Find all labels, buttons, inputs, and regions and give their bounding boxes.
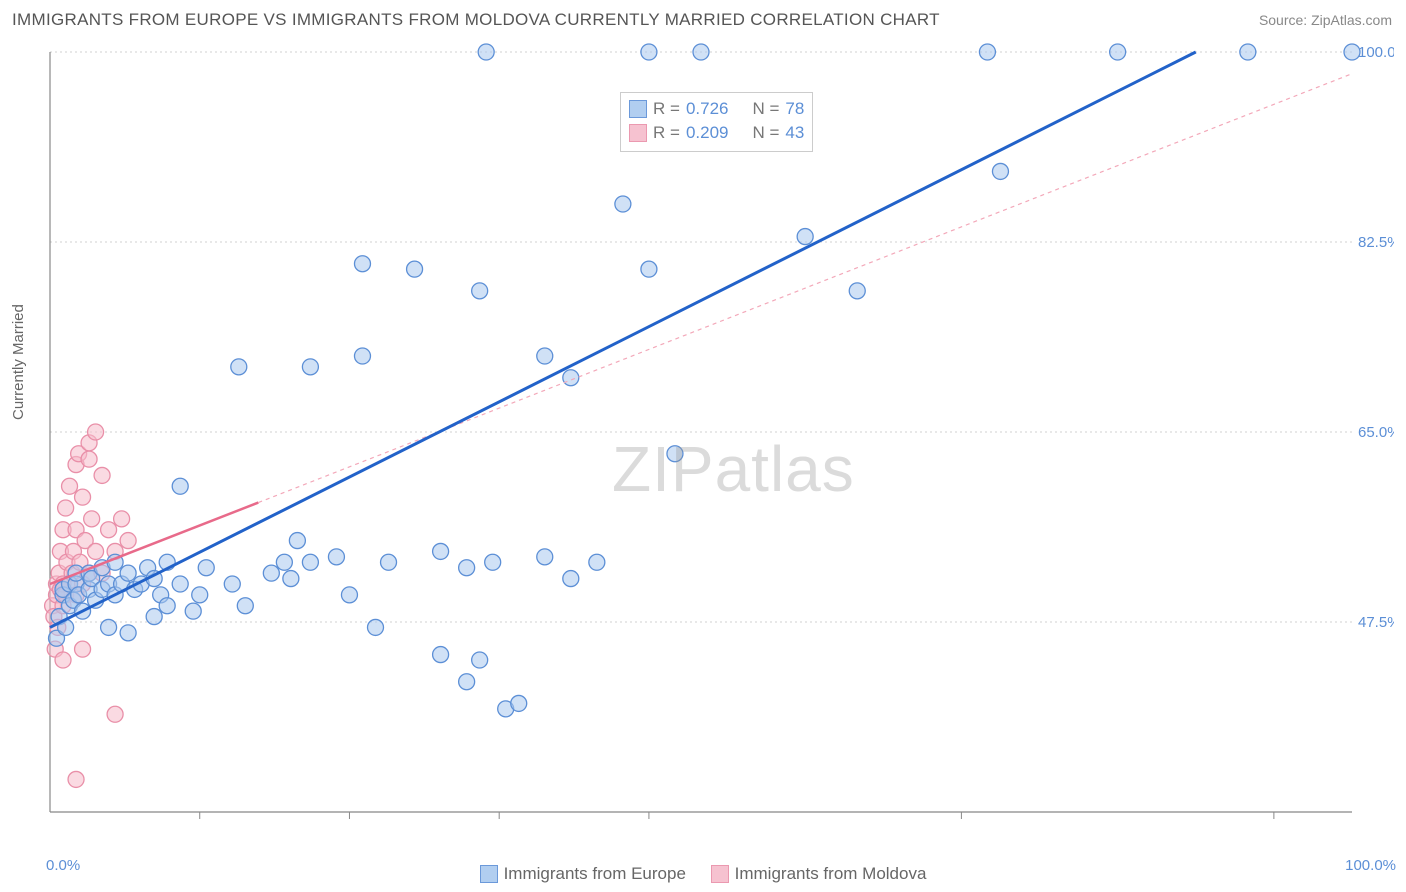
r-label: R = <box>653 121 680 145</box>
swatch-europe <box>629 100 647 118</box>
legend-correlation: R = 0.726 N = 78 R = 0.209 N = 43 <box>620 92 813 152</box>
svg-text:100.0%: 100.0% <box>1358 44 1394 61</box>
n-value-moldova: 43 <box>785 121 804 145</box>
svg-text:65.0%: 65.0% <box>1358 424 1394 441</box>
legend-row-moldova: R = 0.209 N = 43 <box>629 121 804 145</box>
swatch-moldova <box>629 124 647 142</box>
y-axis-label: Currently Married <box>10 304 27 420</box>
series-label-europe: Immigrants from Europe <box>504 864 686 884</box>
watermark: ZIPatlas <box>612 432 855 506</box>
n-label: N = <box>752 97 779 121</box>
svg-text:82.5%: 82.5% <box>1358 234 1394 251</box>
n-value-europe: 78 <box>785 97 804 121</box>
chart-area: 100.0% 82.5% 65.0% 47.5% ZIPatlas R = 0.726… <box>42 42 1394 852</box>
source-attribution: Source: ZipAtlas.com <box>1259 12 1392 28</box>
r-value-europe: 0.726 <box>686 97 729 121</box>
swatch-europe <box>480 865 498 883</box>
svg-text:47.5%: 47.5% <box>1358 614 1394 631</box>
r-label: R = <box>653 97 680 121</box>
source-link[interactable]: ZipAtlas.com <box>1311 12 1392 28</box>
legend-item-europe: Immigrants from Europe <box>480 864 686 884</box>
legend-row-europe: R = 0.726 N = 78 <box>629 97 804 121</box>
n-label: N = <box>752 121 779 145</box>
legend-series: Immigrants from Europe Immigrants from M… <box>0 864 1406 888</box>
series-label-moldova: Immigrants from Moldova <box>735 864 927 884</box>
chart-title: IMMIGRANTS FROM EUROPE VS IMMIGRANTS FRO… <box>12 10 940 30</box>
source-prefix: Source: <box>1259 12 1311 28</box>
swatch-moldova <box>711 865 729 883</box>
legend-item-moldova: Immigrants from Moldova <box>711 864 927 884</box>
r-value-moldova: 0.209 <box>686 121 729 145</box>
